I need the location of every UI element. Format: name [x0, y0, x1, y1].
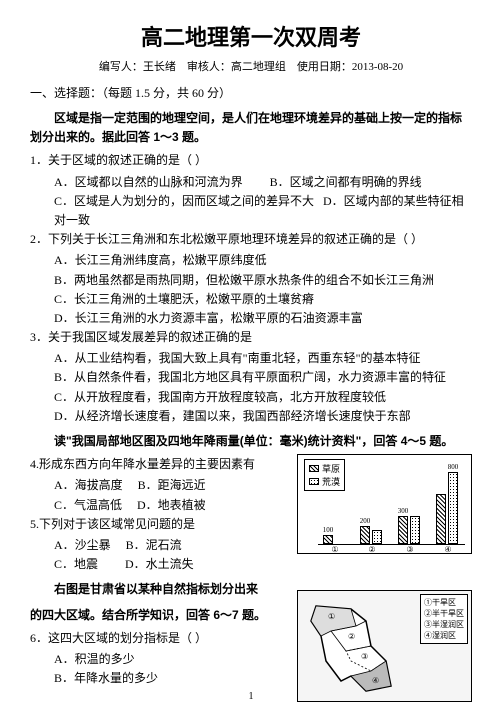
- rainfall-chart: 草原 荒漠 100 ① 200 ② 300 ③ 800 ④: [297, 454, 472, 554]
- map-svg: ① ② ③ ④: [306, 601, 416, 696]
- q1-opt-b: B．区域之间都有明确的界线: [270, 175, 422, 189]
- bar-4-val: 800: [446, 463, 460, 471]
- section-1-header: 一、选择题：（每题 1.5 分，共 60 分）: [30, 84, 472, 101]
- bar-2-label: ②: [360, 545, 384, 554]
- bar-4-desert: [448, 472, 458, 544]
- author-label: 编写人：: [99, 61, 143, 73]
- svg-text:①: ①: [328, 612, 335, 621]
- map-legend: ①干旱区 ②半干旱区 ③半湿润区 ④湿润区: [420, 594, 468, 644]
- bar-1-val: 100: [321, 526, 335, 534]
- q2-stem: 2．下列关于长江三角洲和东北松嫩平原地理环境差异的叙述正确的是（ ）: [30, 230, 472, 249]
- meta-line: 编写人：王长绪 审核人：高二地理组 使用日期：2013-08-20: [30, 58, 472, 74]
- q4-opt-d: D．地表植被: [137, 498, 206, 512]
- reviewer: 高二地理组: [231, 61, 286, 73]
- page-title: 高二地理第一次双周考: [30, 20, 472, 52]
- q5-opt-c: C．地震: [54, 557, 98, 571]
- q3-opt-a: A．从工业结构看，我国大致上具有"南重北轻，西重东轻"的基本特征: [30, 349, 472, 368]
- bar-4-label: ④: [436, 545, 460, 554]
- map-legend-2: ②半干旱区: [424, 608, 464, 619]
- q2-opt-c: C．长江三角洲的土壤肥沃，松嫩平原的土壤贫瘠: [30, 290, 472, 309]
- bars-group: 100 ① 200 ② 300 ③ 800 ④: [318, 470, 465, 545]
- bar-1-label: ①: [323, 545, 347, 554]
- bar-3-val: 300: [396, 507, 410, 515]
- svg-text:②: ②: [348, 632, 355, 641]
- svg-text:④: ④: [372, 676, 379, 685]
- q3-opt-d: D．从经济增长速度看，建国以来，我国西部经济增长速度快于东部: [30, 407, 472, 426]
- bar-2-desert: [372, 530, 382, 544]
- q5-stem: 5.下列对于该区域常见问题的是: [30, 515, 280, 534]
- q5-row1: A．沙尘暴 B．泥石流: [30, 536, 280, 555]
- page-number: 1: [249, 691, 254, 702]
- date-label: 使用日期：: [297, 61, 352, 73]
- q6-opt-a: A．积温的多少: [30, 650, 280, 669]
- q5-opt-a: A．沙尘暴: [54, 538, 111, 552]
- q1-row1: A．区域都以自然的山脉和河流为界 B．区域之间都有明确的界线: [30, 173, 472, 192]
- q4-row1: A．海拔高度 B．距海远近: [30, 476, 280, 495]
- q2-opt-d: D．长江三角洲的水力资源丰富，松嫩平原的石油资源丰富: [30, 309, 472, 328]
- bar-2-val: 200: [358, 517, 372, 525]
- date: 2013-08-20: [352, 61, 403, 73]
- q5-row2: C．地震 D．水土流失: [30, 555, 280, 574]
- intro-2: 读"我国局部地区图及四地年降雨量(单位：毫米)统计资料"，回答 4～5 题。: [30, 432, 472, 451]
- map-legend-4: ④湿润区: [424, 630, 464, 641]
- q4-opt-b: B．距海远近: [138, 478, 206, 492]
- q6-opt-b: B．年降水量的多少: [30, 669, 280, 688]
- q4-row2: C．气温高低 D．地表植被: [30, 496, 280, 515]
- q1-opt-a: A．区域都以自然的山脉和河流为界: [54, 175, 243, 189]
- map-legend-1: ①干旱区: [424, 597, 464, 608]
- q1-row2: C．区域是人为划分的，因而区域之间的差异不大 D．区域内部的某些特征相对一致: [30, 192, 472, 230]
- q3-opt-c: C．从开放程度看，我国南方开放程度较高，北方开放程度较低: [30, 388, 472, 407]
- bar-3-label: ③: [398, 545, 422, 554]
- q1-stem: 1．关于区域的叙述正确的是（ ）: [30, 151, 472, 170]
- q5-opt-b: B．泥石流: [126, 538, 182, 552]
- bar-3-desert: [410, 516, 420, 544]
- bar-3-grass: [398, 516, 408, 544]
- svg-text:③: ③: [361, 652, 368, 661]
- q3-stem: 3．关于我国区域发展差异的叙述正确的是: [30, 328, 472, 347]
- q6-stem: 6．这四大区域的划分指标是（ ）: [30, 629, 280, 648]
- q5-opt-d: D．水土流失: [125, 557, 194, 571]
- q4-opt-c: C．气温高低: [54, 498, 122, 512]
- q2-opt-a: A．长江三角洲纬度高，松嫩平原纬度低: [30, 251, 472, 270]
- reviewer-label: 审核人：: [187, 61, 231, 73]
- author: 王长绪: [143, 61, 176, 73]
- intro-1: 区域是指一定范围的地理空间，是人们在地理环境差异的基础上按一定的指标划分出来的。…: [30, 109, 472, 147]
- map-legend-3: ③半湿润区: [424, 619, 464, 630]
- q1-opt-c: C．区域是人为划分的，因而区域之间的差异不大: [54, 194, 314, 208]
- q4-opt-a: A．海拔高度: [54, 478, 123, 492]
- q3-opt-b: B．从自然条件看，我国北方地区具有平原面积广阔，水力资源丰富的特征: [30, 368, 472, 387]
- bar-2-grass: [360, 526, 370, 544]
- bar-1-grass: [323, 535, 333, 544]
- q2-opt-b: B．两地虽然都是雨热同期，但松嫩平原水热条件的组合不如长江三角洲: [30, 271, 472, 290]
- q4-stem: 4.形成东西方向年降水量差异的主要因素有: [30, 455, 280, 474]
- bar-4-grass: [436, 494, 446, 544]
- gansu-map: ①干旱区 ②半干旱区 ③半湿润区 ④湿润区 ① ② ③ ④: [297, 590, 472, 702]
